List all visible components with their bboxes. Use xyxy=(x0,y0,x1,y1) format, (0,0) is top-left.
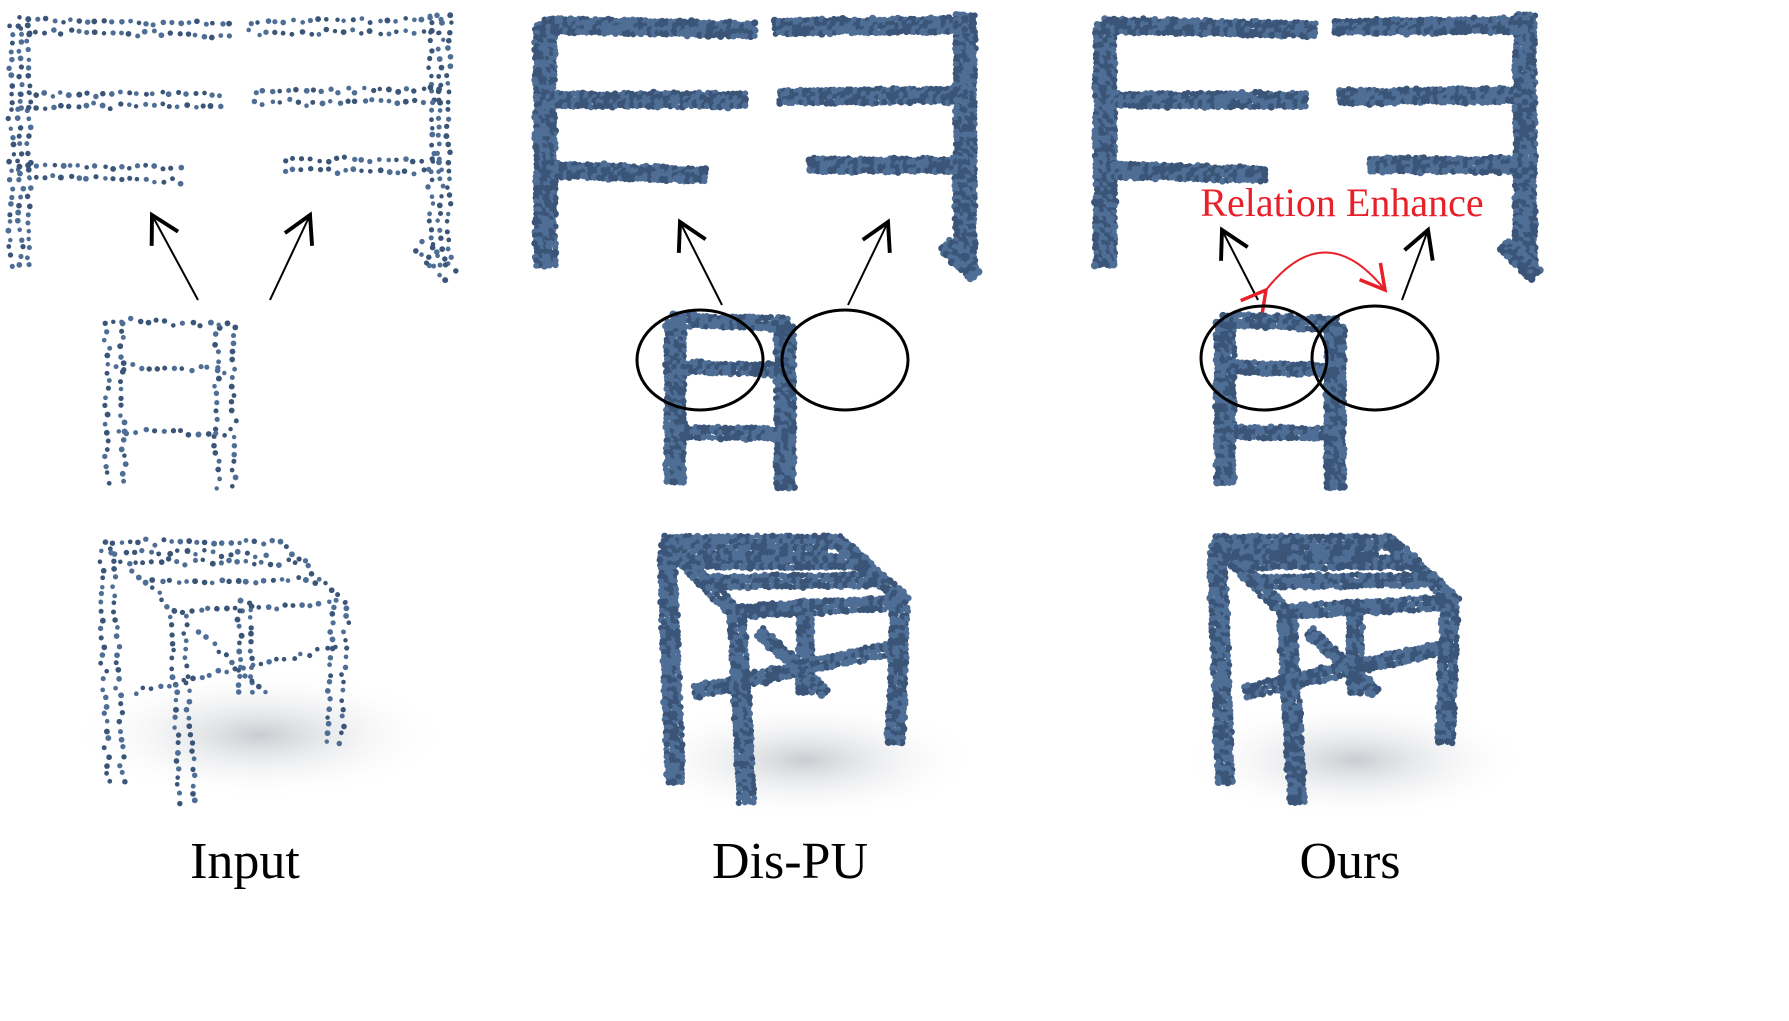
zoom-arrow-left xyxy=(676,218,723,306)
zoom-arrow-left xyxy=(1219,226,1259,301)
floor-shadow xyxy=(70,670,450,800)
caption-input: Input xyxy=(190,833,300,890)
annotation-relation-enhance: Relation Enhance xyxy=(1200,180,1483,225)
zoom-arrow-right xyxy=(847,218,892,306)
highlight-circle-left xyxy=(1199,304,1329,412)
panel-dispu: Dis-PU xyxy=(531,11,983,890)
floor-shadow xyxy=(630,700,980,820)
caption-ours: Ours xyxy=(1299,833,1400,890)
zoom-arrow-right xyxy=(1401,226,1435,301)
zoom-arrow-left xyxy=(149,211,199,301)
chair-point-cloud-dispu xyxy=(656,310,912,807)
panel-ours: Relation Enhance Ours xyxy=(1090,10,1544,890)
highlight-circle-right xyxy=(1310,304,1440,412)
zoom-inset-ours xyxy=(1090,10,1544,283)
zoom-inset-input xyxy=(5,12,459,284)
highlight-circle-left xyxy=(635,308,765,412)
floor-shadow xyxy=(1180,700,1530,820)
chair-point-cloud-input xyxy=(97,315,352,807)
panel-input: Input xyxy=(5,12,459,890)
zoom-arrow-right xyxy=(269,211,315,301)
chair-point-cloud-ours xyxy=(1206,310,1463,806)
highlight-circle-right xyxy=(780,308,910,412)
relation-arrow xyxy=(1240,251,1388,318)
caption-dispu: Dis-PU xyxy=(712,833,868,890)
zoom-inset-dispu xyxy=(531,11,983,283)
